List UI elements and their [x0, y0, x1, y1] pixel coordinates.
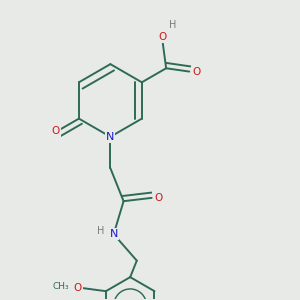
Text: H: H	[169, 20, 176, 30]
Text: O: O	[155, 193, 163, 203]
Text: N: N	[106, 132, 115, 142]
Text: O: O	[52, 126, 60, 136]
Text: N: N	[110, 229, 118, 239]
Text: CH₃: CH₃	[53, 282, 70, 291]
Text: H: H	[98, 226, 105, 236]
Text: O: O	[192, 67, 201, 76]
Text: O: O	[74, 283, 82, 293]
Text: O: O	[159, 32, 167, 42]
